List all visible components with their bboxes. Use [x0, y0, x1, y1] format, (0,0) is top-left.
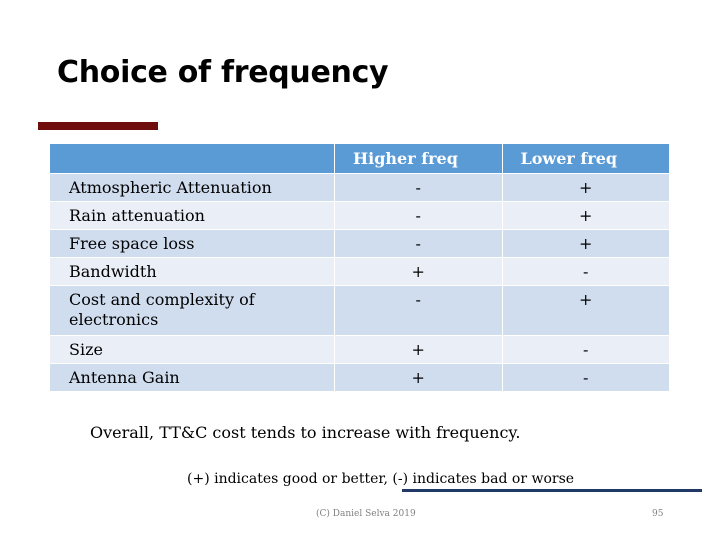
row-label: Size [49, 335, 335, 364]
table-row: Bandwidth + - [49, 257, 670, 286]
row-label: Free space loss [49, 229, 335, 258]
title-accent-bar [38, 122, 158, 130]
page-number: 95 [652, 509, 664, 519]
higher-freq-mark: - [334, 229, 503, 258]
legend-underline [402, 489, 702, 492]
higher-freq-mark: + [334, 335, 503, 364]
higher-freq-mark: - [334, 285, 503, 336]
row-label: Cost and complexity of electronics [49, 285, 335, 336]
footer-copyright: (C) Daniel Selva 2019 [316, 509, 416, 519]
row-label: Rain attenuation [49, 201, 335, 230]
header-lower-freq: Lower freq [501, 143, 670, 174]
higher-freq-mark: + [334, 363, 503, 392]
table-row: Antenna Gain + - [49, 363, 670, 392]
row-label: Atmospheric Attenuation [49, 173, 335, 202]
higher-freq-mark: - [334, 173, 503, 202]
header-higher-freq: Higher freq [334, 143, 503, 174]
header-blank-cell [49, 143, 335, 174]
row-label: Antenna Gain [49, 363, 335, 392]
legend-note: (+) indicates good or better, (-) indica… [187, 471, 575, 487]
table-header-row: Higher freq Lower freq [49, 143, 670, 174]
slide-title: Choice of frequency [57, 55, 389, 90]
table-row: Cost and complexity of electronics - + [49, 285, 670, 336]
summary-text: Overall, TT&C cost tends to increase wit… [90, 423, 521, 442]
lower-freq-mark: + [501, 201, 670, 230]
lower-freq-mark: - [501, 363, 670, 392]
lower-freq-mark: + [501, 173, 670, 202]
lower-freq-mark: - [501, 335, 670, 364]
higher-freq-mark: + [334, 257, 503, 286]
lower-freq-mark: + [501, 285, 670, 336]
higher-freq-mark: - [334, 201, 503, 230]
frequency-comparison-table: Higher freq Lower freq Atmospheric Atten… [49, 143, 670, 392]
table-row: Atmospheric Attenuation - + [49, 173, 670, 202]
table-row: Free space loss - + [49, 229, 670, 258]
table-row: Size + - [49, 335, 670, 364]
row-label: Bandwidth [49, 257, 335, 286]
lower-freq-mark: - [501, 257, 670, 286]
lower-freq-mark: + [501, 229, 670, 258]
table-row: Rain attenuation - + [49, 201, 670, 230]
